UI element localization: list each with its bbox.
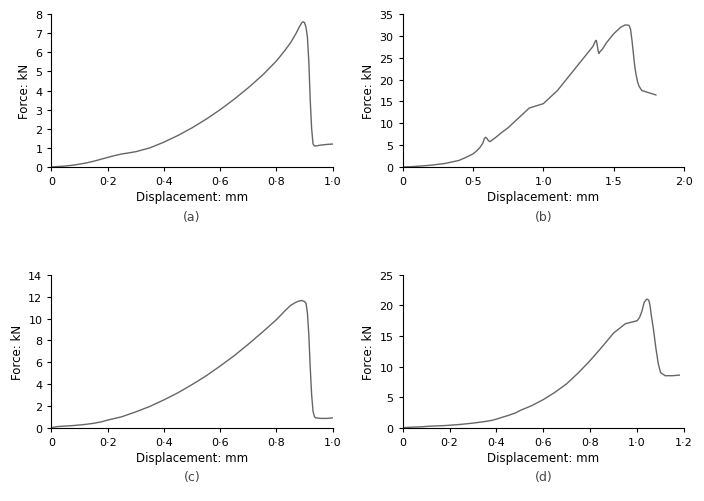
X-axis label: Displacement: mm: Displacement: mm <box>487 451 599 464</box>
Y-axis label: Force: kN: Force: kN <box>363 64 375 119</box>
X-axis label: Displacement: mm: Displacement: mm <box>136 451 248 464</box>
Y-axis label: Force: kN: Force: kN <box>363 324 375 379</box>
X-axis label: Displacement: mm: Displacement: mm <box>136 191 248 204</box>
Text: (b): (b) <box>534 210 552 223</box>
Text: (c): (c) <box>184 470 201 483</box>
Text: (a): (a) <box>183 210 201 223</box>
Y-axis label: Force: kN: Force: kN <box>11 324 24 379</box>
Text: (d): (d) <box>534 470 552 483</box>
Y-axis label: Force: kN: Force: kN <box>18 64 31 119</box>
X-axis label: Displacement: mm: Displacement: mm <box>487 191 599 204</box>
